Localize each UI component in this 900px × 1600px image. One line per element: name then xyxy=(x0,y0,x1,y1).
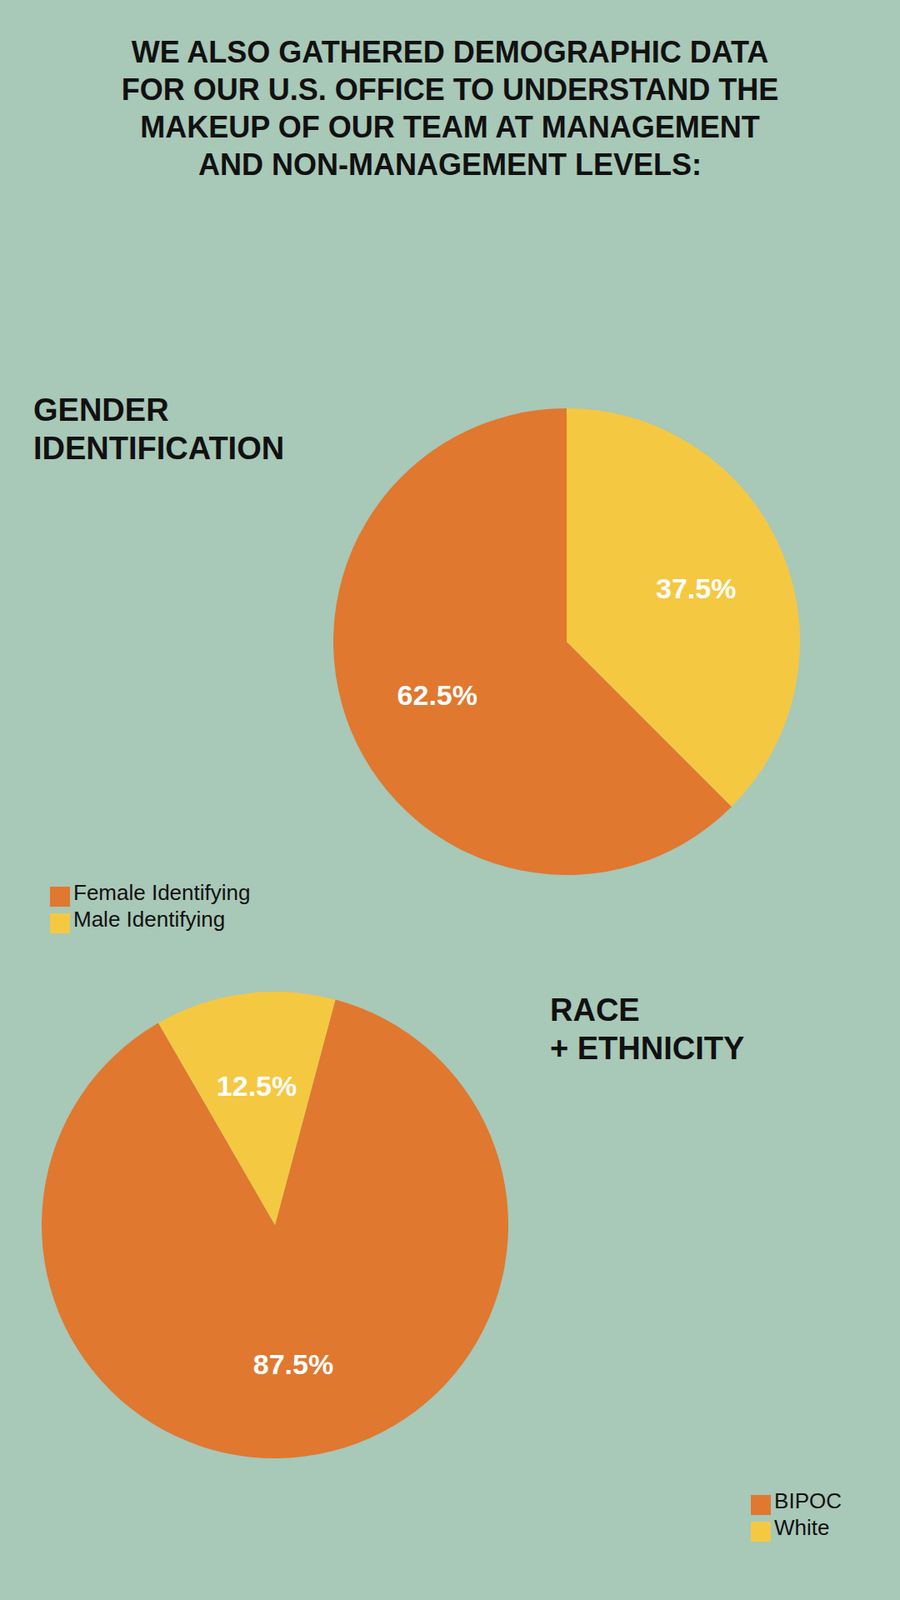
html-text:White: White xyxy=(774,1515,830,1541)
html-text:WE ALSO GATHERED DEMOGRAPHIC D: WE ALSO GATHERED DEMOGRAPHIC DATA FOR OU… xyxy=(121,35,779,182)
html-text:Female Identifying: Female Identifying xyxy=(73,880,251,906)
svg-text:62.5%: 62.5% xyxy=(397,679,478,711)
svg-text:37.5%: 37.5% xyxy=(655,572,736,605)
html-text:BIPOC: BIPOC xyxy=(774,1488,842,1514)
html-text:Male Identifying: Male Identifying xyxy=(73,906,226,932)
html-text:RACE + ETHNICITY: RACE + ETHNICITY xyxy=(550,992,745,1066)
svg-text:12.5%: 12.5% xyxy=(216,1070,297,1102)
html-text:GENDER IDENTIFICATION: GENDER IDENTIFICATION xyxy=(33,392,285,466)
svg-text:87.5%: 87.5% xyxy=(253,1348,334,1380)
